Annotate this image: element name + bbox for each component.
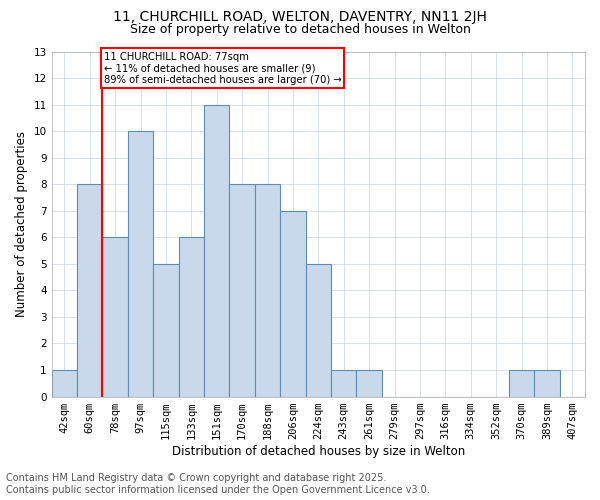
- Y-axis label: Number of detached properties: Number of detached properties: [15, 131, 28, 317]
- Bar: [534, 370, 560, 396]
- Text: 11 CHURCHILL ROAD: 77sqm
← 11% of detached houses are smaller (9)
89% of semi-de: 11 CHURCHILL ROAD: 77sqm ← 11% of detach…: [104, 52, 341, 84]
- Bar: [280, 211, 305, 396]
- Bar: [305, 264, 331, 396]
- Bar: [179, 238, 204, 396]
- Text: Contains HM Land Registry data © Crown copyright and database right 2025.
Contai: Contains HM Land Registry data © Crown c…: [6, 474, 430, 495]
- Bar: [509, 370, 534, 396]
- Text: Size of property relative to detached houses in Welton: Size of property relative to detached ho…: [130, 22, 470, 36]
- Bar: [204, 104, 229, 397]
- Bar: [128, 131, 153, 396]
- X-axis label: Distribution of detached houses by size in Welton: Distribution of detached houses by size …: [172, 444, 465, 458]
- Bar: [52, 370, 77, 396]
- Bar: [77, 184, 103, 396]
- Bar: [229, 184, 255, 396]
- Text: 11, CHURCHILL ROAD, WELTON, DAVENTRY, NN11 2JH: 11, CHURCHILL ROAD, WELTON, DAVENTRY, NN…: [113, 10, 487, 24]
- Bar: [103, 238, 128, 396]
- Bar: [255, 184, 280, 396]
- Bar: [356, 370, 382, 396]
- Bar: [153, 264, 179, 396]
- Bar: [331, 370, 356, 396]
